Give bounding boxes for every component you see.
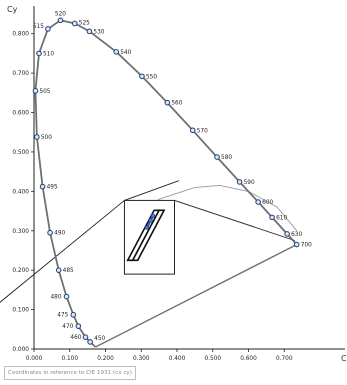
wavelength-points bbox=[32, 17, 300, 345]
wavelength-point bbox=[45, 26, 51, 32]
wavelength-label: 470 bbox=[62, 324, 73, 330]
planckian-arc bbox=[130, 184, 298, 232]
x-tick-label: 0.400 bbox=[169, 356, 186, 362]
wavelength-label: 590 bbox=[244, 180, 255, 186]
wavelength-label: 525 bbox=[79, 20, 90, 26]
wavelength-label: 500 bbox=[41, 135, 52, 141]
x-tick-label: 0.000 bbox=[26, 356, 43, 362]
measured-point bbox=[148, 218, 153, 223]
zoom-connector-line bbox=[174, 199, 296, 242]
wavelength-point bbox=[55, 267, 62, 273]
wavelength-point bbox=[189, 127, 196, 134]
y-tick-label: 0.600 bbox=[12, 111, 29, 117]
wavelength-point bbox=[236, 179, 243, 185]
y-axis-label: Cy bbox=[7, 5, 18, 14]
wavelength-point bbox=[71, 20, 78, 27]
y-tick-label: 0.300 bbox=[12, 229, 29, 235]
wavelength-label: 450 bbox=[94, 336, 105, 342]
wavelength-label: 495 bbox=[47, 185, 58, 191]
wavelength-label: 520 bbox=[55, 11, 66, 17]
measured-point bbox=[144, 225, 150, 230]
wavelength-point bbox=[293, 241, 300, 248]
wavelength-point bbox=[86, 28, 93, 35]
wavelength-point bbox=[70, 311, 77, 318]
x-axis-label: Cx bbox=[341, 354, 347, 363]
wavelength-point bbox=[255, 199, 261, 205]
binning-quadrangle bbox=[131, 209, 166, 262]
zoom-connector-line bbox=[124, 180, 179, 201]
wavelength-labels: 450 460 470 475 480 485 490 495 500 505 510 515 520 5… bbox=[33, 11, 312, 342]
wavelength-point bbox=[87, 339, 93, 345]
wavelength-label: 505 bbox=[39, 89, 50, 95]
wavelength-label: 580 bbox=[221, 155, 232, 161]
background-lines bbox=[0, 180, 298, 348]
wavelength-label: 540 bbox=[120, 50, 131, 56]
measured-point bbox=[150, 213, 156, 218]
wavelength-point bbox=[34, 134, 40, 140]
y-tick-label: 0.400 bbox=[12, 189, 29, 195]
spectral-locus-line bbox=[34, 19, 298, 343]
x-tick-label: 0.100 bbox=[61, 356, 78, 362]
wavelength-point bbox=[82, 334, 89, 340]
wavelength-label: 560 bbox=[171, 101, 182, 107]
y-tick-label: 0.000 bbox=[12, 347, 29, 353]
spectral-locus bbox=[34, 19, 298, 348]
x-tick-label: 0.700 bbox=[276, 356, 293, 362]
wavelength-label: 460 bbox=[70, 335, 81, 341]
wavelength-label: 485 bbox=[63, 268, 74, 274]
wavelength-label: 610 bbox=[276, 215, 287, 221]
wavelength-point bbox=[39, 183, 46, 190]
wavelength-label: 480 bbox=[50, 295, 61, 301]
axes: 0.000 0.100 0.200 0.300 0.400 0.500 0.600 0.700… bbox=[12, 6, 345, 362]
wavelength-label: 510 bbox=[43, 51, 54, 57]
wavelength-label: 570 bbox=[197, 128, 208, 134]
wavelength-point bbox=[47, 229, 53, 236]
wavelength-label: 490 bbox=[54, 231, 65, 237]
y-tick-label: 0.100 bbox=[12, 308, 29, 314]
wavelength-label: 550 bbox=[146, 74, 157, 80]
y-tick-label: 0.500 bbox=[12, 150, 29, 156]
wavelength-label: 530 bbox=[93, 29, 104, 35]
wavelength-point bbox=[164, 99, 171, 106]
zoom-connector-line bbox=[0, 200, 125, 303]
y-tick-label: 0.700 bbox=[12, 71, 29, 77]
wavelength-point bbox=[57, 17, 64, 24]
wavelength-label: 515 bbox=[33, 24, 44, 30]
wavelength-point bbox=[269, 214, 275, 221]
wavelength-label: 600 bbox=[262, 200, 273, 206]
wavelength-point bbox=[284, 231, 290, 237]
y-tick-label: 0.200 bbox=[12, 268, 29, 274]
wavelength-label: 475 bbox=[57, 313, 68, 319]
wavelength-label: 630 bbox=[291, 232, 302, 238]
coordinate-caption: Coordinates in reference to CIE 1931 (cx… bbox=[4, 366, 136, 380]
x-tick-label: 0.500 bbox=[204, 356, 221, 362]
x-tick-label: 0.300 bbox=[133, 356, 150, 362]
wavelength-point bbox=[214, 154, 220, 160]
wavelength-point bbox=[75, 323, 82, 329]
zoom-inset bbox=[123, 199, 175, 275]
wavelength-point bbox=[36, 50, 42, 57]
wavelength-point bbox=[63, 293, 70, 300]
wavelength-point bbox=[139, 73, 145, 80]
x-tick-label: 0.600 bbox=[240, 356, 257, 362]
x-tick-label: 0.200 bbox=[97, 356, 114, 362]
y-tick-label: 0.800 bbox=[12, 32, 29, 38]
wavelength-point bbox=[113, 49, 120, 55]
wavelength-label: 700 bbox=[301, 243, 312, 249]
wavelength-point bbox=[32, 88, 39, 94]
purple-line bbox=[95, 243, 298, 348]
